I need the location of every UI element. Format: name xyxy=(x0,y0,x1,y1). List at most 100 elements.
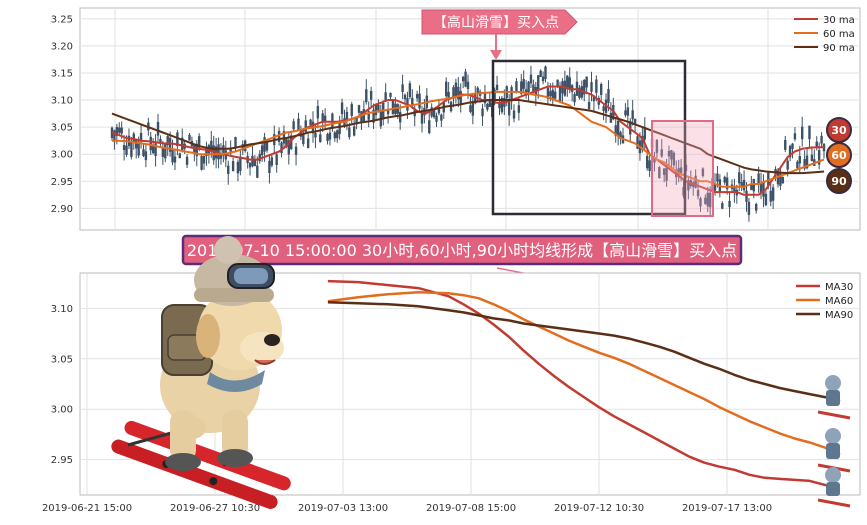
candle-body xyxy=(757,173,760,185)
legend-label-ma90: MA90 xyxy=(825,310,853,321)
candle-body xyxy=(333,132,337,139)
candle-body xyxy=(803,159,806,169)
buy-pointer-head xyxy=(490,50,502,60)
candle-body xyxy=(660,149,663,157)
candle-body xyxy=(149,136,152,151)
candle-body xyxy=(323,115,327,122)
candle-body xyxy=(275,154,278,165)
skier-dog-illustration xyxy=(111,236,291,509)
candle-body xyxy=(452,87,455,99)
candle-body xyxy=(779,172,782,186)
bottom-series-line-1 xyxy=(327,290,841,456)
candle-body xyxy=(229,147,232,154)
top-y-tick-label: 3.05 xyxy=(51,123,73,134)
candle-body xyxy=(796,161,799,169)
candle-body xyxy=(510,87,513,102)
candle-body xyxy=(585,76,588,88)
candle-body xyxy=(340,102,344,115)
candle-body xyxy=(713,183,717,191)
top-y-tick-label: 2.95 xyxy=(51,177,73,188)
candle-body xyxy=(488,99,491,107)
candle-body xyxy=(454,82,458,97)
candle-body xyxy=(357,105,361,113)
candle-body xyxy=(808,125,811,140)
candle-body xyxy=(432,110,436,118)
top-ma-lines xyxy=(111,85,825,196)
candle-body xyxy=(701,168,705,176)
candle-body xyxy=(609,112,613,123)
candle-body xyxy=(784,139,787,150)
candle-body xyxy=(486,103,489,110)
candle-body xyxy=(517,105,521,113)
candle-body xyxy=(667,150,671,157)
candle-body xyxy=(176,132,179,147)
top-y-tick-label: 3.10 xyxy=(51,96,73,107)
candle-body xyxy=(171,149,174,163)
candle-body xyxy=(461,76,465,82)
candle-body xyxy=(643,127,646,140)
candle-body xyxy=(466,81,470,90)
candle-body xyxy=(185,156,189,165)
candle-body xyxy=(493,89,496,104)
candle-body xyxy=(590,82,593,92)
candle-body xyxy=(321,113,324,122)
candle-body xyxy=(137,141,140,156)
bottom-series-line-0 xyxy=(327,279,841,491)
candle-body xyxy=(113,130,116,141)
candle-body xyxy=(568,77,571,90)
candle-body xyxy=(457,86,460,100)
candle-body xyxy=(633,118,637,124)
candle-body xyxy=(798,156,801,164)
candle-body xyxy=(418,93,421,109)
candle-body xyxy=(389,92,392,98)
ma-badges: 30 60 90 xyxy=(826,117,852,194)
candle-body xyxy=(227,165,230,175)
candle-body xyxy=(265,141,269,151)
badge-90-label: 90 xyxy=(831,175,847,188)
candle-body xyxy=(721,203,724,209)
candle-body xyxy=(762,182,765,197)
candle-body xyxy=(529,74,533,84)
candle-body xyxy=(522,79,525,89)
candle-body xyxy=(173,156,177,163)
top-series-line-1 xyxy=(112,90,825,188)
candle-body xyxy=(115,127,119,136)
candle-body xyxy=(694,175,697,188)
candle-body xyxy=(396,104,399,114)
candle-body xyxy=(377,104,380,111)
candle-body xyxy=(302,134,305,145)
candle-body xyxy=(566,75,569,88)
candle-body xyxy=(573,94,576,103)
candle-body xyxy=(316,105,320,119)
candle-body xyxy=(520,81,523,94)
candle-body xyxy=(641,135,644,150)
candle-body xyxy=(556,79,559,86)
candle-body xyxy=(156,121,160,136)
candle-body xyxy=(306,138,310,149)
candle-body xyxy=(771,187,775,201)
buy-callout: 【高山滑雪】买入点 xyxy=(421,9,578,60)
bottom-y-axis-ticks: 2.95 3.00 3.05 3.10 xyxy=(51,304,73,466)
top-y-tick-label: 3.25 xyxy=(51,14,73,25)
candle-body xyxy=(234,137,237,147)
candle-body xyxy=(144,151,148,161)
candle-body xyxy=(602,106,605,111)
candle-body xyxy=(280,142,283,154)
candle-body xyxy=(440,114,443,121)
candle-body xyxy=(168,137,172,152)
candle-body xyxy=(248,162,252,168)
candle-body xyxy=(210,140,213,151)
candle-body xyxy=(447,91,450,98)
candle-body xyxy=(328,132,332,140)
candle-body xyxy=(386,109,390,115)
bottom-x-tick-label: 2019-07-03 13:00 xyxy=(298,503,388,514)
candle-body xyxy=(704,197,707,205)
candle-body xyxy=(483,93,487,104)
candle-body xyxy=(476,87,479,94)
candle-body xyxy=(372,109,375,123)
candle-body xyxy=(219,153,223,159)
candle-body xyxy=(139,132,143,142)
candle-body xyxy=(365,89,368,103)
candle-body xyxy=(716,173,719,182)
